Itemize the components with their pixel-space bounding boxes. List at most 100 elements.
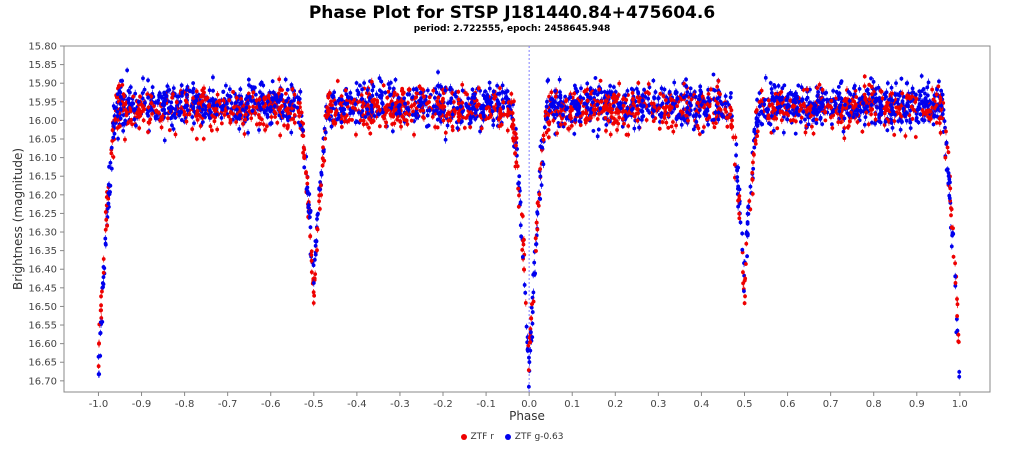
- data-point: [934, 120, 939, 125]
- data-point: [634, 86, 639, 91]
- data-point: [434, 90, 439, 95]
- data-point: [801, 87, 806, 92]
- data-point: [869, 84, 874, 89]
- data-point: [289, 130, 294, 135]
- x-tick-label: 0.1: [564, 399, 580, 410]
- data-point: [544, 130, 549, 135]
- data-point: [814, 117, 819, 122]
- data-point: [125, 68, 130, 73]
- data-point: [697, 93, 702, 98]
- data-point: [128, 85, 133, 90]
- data-point: [768, 122, 773, 127]
- data-point: [96, 364, 101, 369]
- data-point: [892, 119, 897, 124]
- data-point: [555, 131, 559, 136]
- data-point: [209, 128, 214, 133]
- data-point: [481, 93, 486, 98]
- data-point: [354, 132, 358, 137]
- data-point: [737, 194, 742, 198]
- data-point: [516, 186, 521, 191]
- x-tick-label: -0.5: [304, 399, 324, 410]
- data-point: [283, 77, 288, 82]
- data-point: [935, 114, 940, 119]
- data-point: [517, 193, 521, 198]
- data-point: [955, 328, 960, 333]
- data-point: [197, 114, 202, 118]
- y-tick-label: 15.80: [28, 42, 57, 53]
- data-point: [652, 105, 657, 110]
- data-point: [200, 120, 205, 124]
- data-point: [606, 118, 611, 123]
- data-point: [737, 211, 742, 216]
- x-tick-label: 0.3: [650, 399, 666, 410]
- data-point: [345, 119, 350, 124]
- data-point: [936, 84, 941, 89]
- data-point: [500, 90, 505, 94]
- data-point: [538, 167, 543, 171]
- data-point: [101, 257, 106, 261]
- data-point: [110, 128, 115, 132]
- data-point: [563, 122, 567, 126]
- data-point: [111, 155, 116, 159]
- data-point: [140, 96, 145, 101]
- data-point: [456, 101, 461, 106]
- data-point: [931, 122, 936, 127]
- data-point: [899, 114, 904, 119]
- data-point: [242, 132, 247, 136]
- data-point: [649, 101, 654, 106]
- data-point: [178, 99, 183, 104]
- data-point: [190, 127, 195, 131]
- data-point: [323, 136, 328, 141]
- data-point: [130, 122, 134, 127]
- data-point: [535, 211, 540, 216]
- data-point: [329, 124, 334, 129]
- data-point: [596, 127, 601, 132]
- data-point: [661, 94, 666, 98]
- data-point: [900, 119, 904, 124]
- data-point: [860, 129, 865, 134]
- data-point: [754, 120, 759, 125]
- y-tick-label: 16.60: [28, 339, 57, 350]
- data-point: [758, 99, 763, 104]
- data-point: [864, 110, 869, 115]
- data-point: [146, 120, 151, 125]
- data-point: [616, 121, 621, 126]
- data-point: [632, 126, 637, 131]
- x-tick-label: 0.9: [909, 399, 925, 410]
- data-point: [371, 119, 376, 123]
- x-tick-label: -0.1: [476, 399, 496, 410]
- data-point: [553, 94, 558, 99]
- data-point: [149, 101, 154, 105]
- data-point: [641, 114, 646, 119]
- data-point: [597, 111, 601, 116]
- data-point: [514, 143, 518, 148]
- data-point: [663, 98, 668, 103]
- data-point: [194, 136, 199, 141]
- data-point: [830, 126, 835, 130]
- data-point: [201, 137, 206, 141]
- data-point: [604, 122, 609, 127]
- data-point: [407, 87, 412, 92]
- data-point: [312, 257, 317, 262]
- data-point: [736, 204, 741, 209]
- data-point: [175, 103, 179, 108]
- data-point: [666, 125, 671, 130]
- data-point: [855, 120, 860, 124]
- data-point: [103, 241, 108, 246]
- data-point: [361, 122, 366, 127]
- y-tick-label: 16.00: [28, 116, 57, 127]
- x-tick-label: 0.7: [823, 399, 839, 410]
- data-point: [152, 104, 156, 109]
- data-point: [431, 88, 436, 93]
- data-point: [301, 121, 306, 126]
- data-point: [250, 94, 255, 99]
- data-point: [903, 134, 908, 138]
- data-point: [133, 91, 138, 96]
- data-point: [146, 105, 151, 110]
- data-point: [752, 129, 757, 134]
- data-point: [938, 115, 943, 120]
- chart-title: Phase Plot for STSP J181440.84+475604.6: [308, 3, 716, 23]
- data-point: [352, 97, 357, 102]
- data-point: [557, 77, 562, 82]
- data-point: [815, 86, 820, 90]
